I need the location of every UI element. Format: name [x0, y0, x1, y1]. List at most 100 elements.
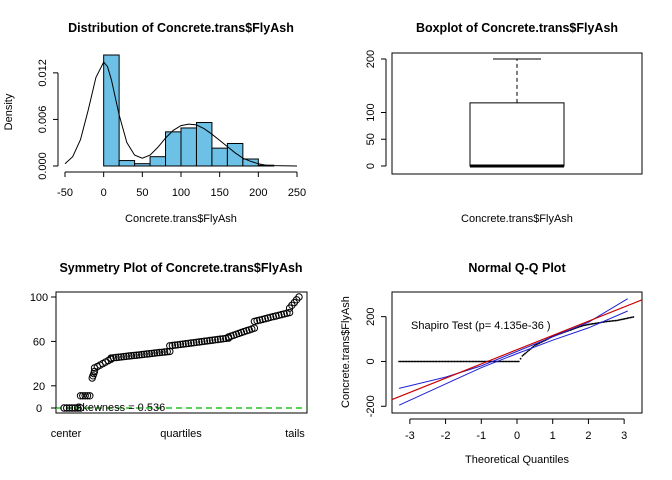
- boxplot-panel: Boxplot of Concrete.trans$FlyAsh Concret…: [365, 21, 643, 225]
- qq-point: [513, 360, 516, 363]
- y-tick-label: -200: [365, 395, 377, 417]
- qq-point: [416, 360, 419, 363]
- symmetry-point: [219, 335, 227, 343]
- symmetry-point: [168, 341, 177, 350]
- qq-point: [587, 323, 590, 326]
- x-tick-label: 0: [101, 187, 107, 199]
- symmetry-point: [79, 392, 87, 400]
- qq-point: [584, 324, 587, 326]
- qq-lower-band: [398, 310, 628, 406]
- qq-point: [586, 323, 588, 326]
- histogram-title: Distribution of Concrete.trans$FlyAsh: [68, 21, 294, 35]
- qq-point: [423, 360, 426, 363]
- symmetry-point: [76, 404, 85, 412]
- symmetry-point: [112, 353, 120, 362]
- symmetry-point: [272, 312, 280, 320]
- qq-point: [631, 316, 633, 319]
- x-tick-label: -50: [57, 187, 73, 199]
- qq-point: [441, 360, 444, 363]
- symmetry-point: [174, 341, 182, 349]
- qq-point: [470, 360, 472, 363]
- symmetry-point: [195, 338, 203, 346]
- qq-point: [526, 350, 529, 353]
- qq-point: [590, 323, 593, 325]
- y-tick-label: 50: [365, 133, 377, 145]
- symmetry-point: [208, 336, 217, 344]
- qq-point: [471, 360, 474, 363]
- qq-point: [628, 317, 630, 319]
- symmetry-point: [130, 351, 138, 360]
- qq-point: [477, 360, 480, 363]
- qq-x-axis: -3 -2 -1 0 1 2 3: [405, 418, 627, 442]
- symmetry-point: [203, 337, 211, 345]
- qq-point: [610, 320, 612, 322]
- y-tick-label: 60: [33, 336, 45, 348]
- box-iqr: [469, 102, 565, 167]
- symmetry-point: [74, 404, 82, 412]
- symmetry-point: [143, 350, 151, 358]
- qq-point: [444, 360, 447, 363]
- qq-point: [481, 360, 484, 363]
- symmetry-point: [117, 353, 125, 361]
- symmetry-point: [187, 339, 195, 347]
- qq-point: [402, 360, 405, 363]
- x-tick-label: 250: [288, 187, 306, 199]
- qq-point: [593, 322, 595, 325]
- x-tick-label: 2: [585, 430, 591, 442]
- qq-point: [413, 360, 416, 363]
- symmetry-point: [163, 348, 171, 356]
- y-tick-label: 100: [30, 292, 48, 304]
- y-tick-label: 0: [365, 358, 377, 364]
- qq-frame: [391, 291, 643, 414]
- y-tick-label: 0.012: [37, 59, 49, 87]
- qq-point: [425, 360, 428, 363]
- qq-point: [452, 360, 454, 363]
- qq-point: [453, 360, 456, 363]
- qq-point: [613, 319, 615, 322]
- y-tick-label: 0.006: [37, 106, 49, 134]
- symmetry-point: [132, 351, 141, 359]
- qq-point: [499, 360, 502, 363]
- qq-point: [434, 360, 437, 363]
- histogram-bar: [149, 156, 167, 167]
- qq-point: [505, 360, 508, 363]
- qq-point: [456, 360, 459, 363]
- qq-point: [420, 360, 423, 363]
- qq-point: [450, 360, 453, 363]
- x-tick-label: center: [51, 428, 82, 440]
- qq-point: [608, 320, 611, 323]
- y-tick-label: 0: [365, 163, 377, 169]
- qq-point: [464, 360, 466, 363]
- y-tick-label: 0: [36, 403, 42, 415]
- histogram-bar: [180, 127, 197, 167]
- qq-point: [511, 360, 514, 363]
- symmetry-point: [122, 352, 131, 360]
- symmetry-point: [253, 317, 261, 325]
- histogram-bar: [226, 142, 244, 167]
- x-tick-label: -2: [441, 430, 451, 442]
- symmetry-point: [62, 404, 71, 412]
- symmetry-point: [109, 354, 118, 362]
- x-tick-label: 150: [210, 187, 228, 199]
- histogram-xlabel: Concrete.trans$FlyAsh: [125, 213, 237, 225]
- histogram-bar: [134, 163, 151, 167]
- qq-point: [625, 317, 627, 320]
- qq-point: [514, 360, 517, 363]
- x-tick-label: 3: [621, 430, 627, 442]
- symmetry-title: Symmetry Plot of Concrete.trans$FlyAsh: [59, 261, 302, 275]
- qq-point: [431, 360, 434, 363]
- y-tick-label: 200: [365, 50, 377, 68]
- symmetry-point: [211, 336, 219, 344]
- histogram-bar: [165, 131, 182, 167]
- qq-point: [510, 360, 513, 363]
- qq-point: [611, 320, 614, 322]
- symmetry-point: [198, 337, 206, 346]
- qq-point: [426, 360, 429, 363]
- symmetry-y-axis: 0 20 60 100: [30, 292, 57, 415]
- qq-point: [478, 360, 481, 363]
- qq-y-axis: -200 0 200: [365, 307, 387, 417]
- qq-point: [605, 320, 608, 323]
- symmetry-point: [145, 350, 154, 358]
- qq-point: [632, 316, 635, 318]
- qq-point: [502, 360, 505, 363]
